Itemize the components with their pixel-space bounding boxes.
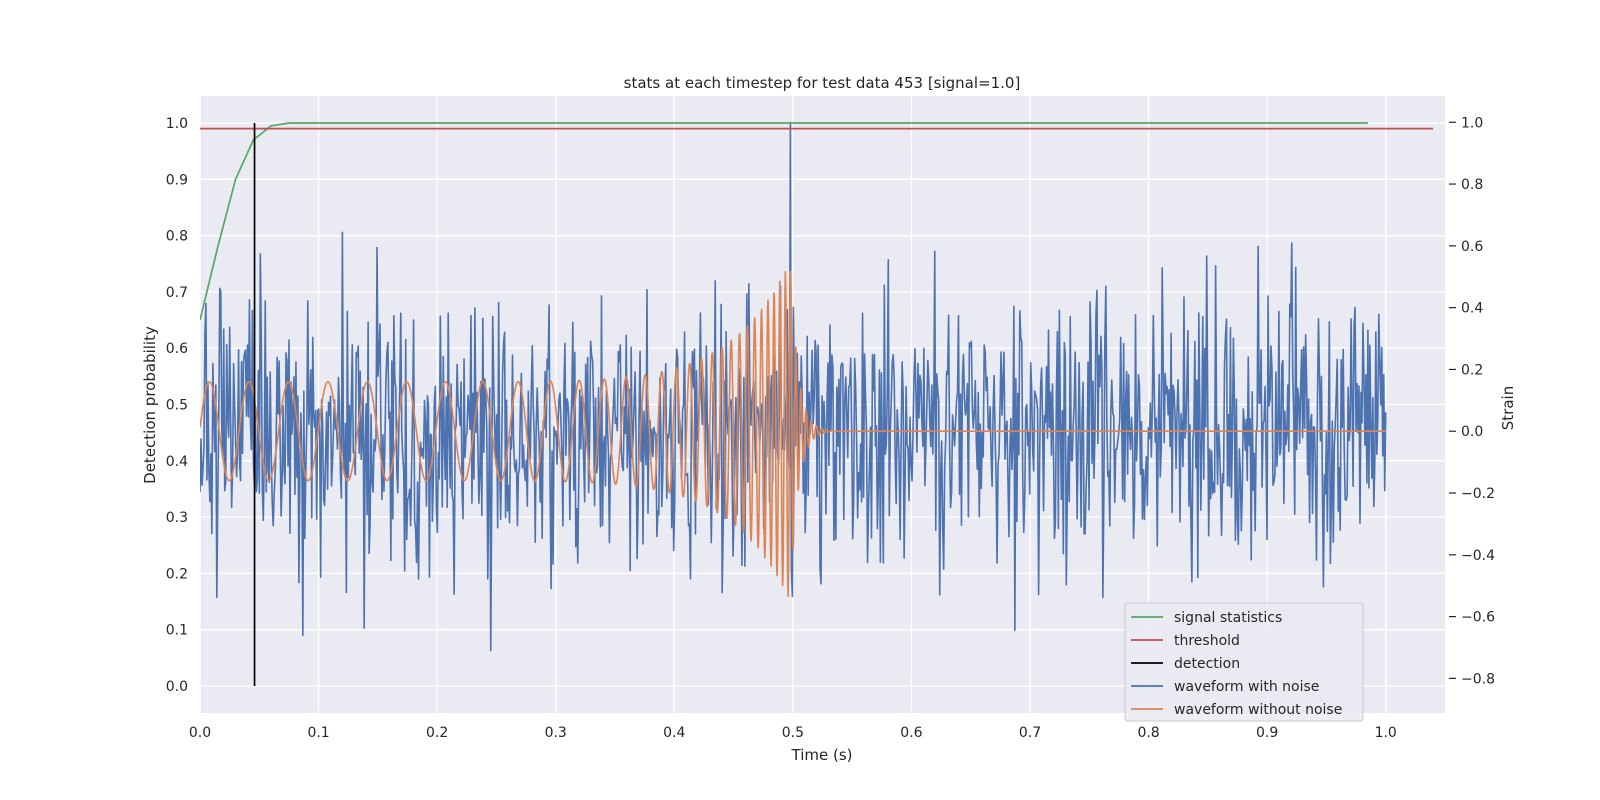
y-right-tick-label: −0.6 bbox=[1461, 610, 1495, 626]
x-tick-label: 0.8 bbox=[1137, 725, 1159, 741]
y-left-tick-label: 0.3 bbox=[166, 510, 188, 526]
y-right-tick-label: 0.6 bbox=[1461, 239, 1483, 255]
y-right-tick-label: −0.8 bbox=[1461, 671, 1495, 687]
x-axis: 0.0 0.1 0.2 0.3 0.4 0.5 0.6 0.7 0.8 0.9 1.0 bbox=[189, 725, 1397, 741]
y-right-tick-label: 0.2 bbox=[1461, 362, 1483, 378]
y-axis-right-label: Strain bbox=[1499, 386, 1517, 430]
series-line-signal-statistics bbox=[200, 122, 1368, 321]
y-right-tick-label: 0.0 bbox=[1461, 424, 1483, 440]
y-left-tick-label: 0.1 bbox=[166, 623, 188, 639]
y-left-tick-label: 1.0 bbox=[166, 116, 188, 132]
series-layer bbox=[200, 121, 1434, 686]
x-tick-label: 0.0 bbox=[189, 725, 211, 741]
x-tick-label: 1.0 bbox=[1375, 725, 1397, 741]
y-left-tick-label: 0.5 bbox=[166, 398, 188, 414]
legend-box bbox=[1124, 602, 1364, 722]
x-tick-label: 0.5 bbox=[782, 725, 804, 741]
y-axis-right: −0.8 −0.6 −0.4 −0.2 0.0 0.2 0.4 0.6 0.8 1.0 bbox=[1449, 115, 1495, 687]
y-axis-left-label: Detection probability bbox=[141, 326, 159, 484]
y-right-tick-label: 0.8 bbox=[1461, 177, 1483, 193]
x-tick-label: 0.4 bbox=[663, 725, 685, 741]
x-axis-label: Time (s) bbox=[791, 746, 853, 764]
x-tick-label: 0.2 bbox=[426, 725, 448, 741]
legend-label-signal-statistics: signal statistics bbox=[1174, 610, 1282, 626]
y-left-tick-label: 0.7 bbox=[166, 285, 188, 301]
x-tick-label: 0.6 bbox=[900, 725, 922, 741]
legend-label-threshold: threshold bbox=[1174, 633, 1240, 649]
y-right-tick-label: −0.4 bbox=[1461, 548, 1495, 564]
legend-label-waveform-without-noise: waveform without noise bbox=[1174, 702, 1342, 718]
legend-label-waveform-with-noise: waveform with noise bbox=[1174, 679, 1319, 695]
y-right-tick-label: 1.0 bbox=[1461, 115, 1483, 131]
legend-label-detection: detection bbox=[1174, 656, 1240, 672]
series-line-waveform-without-noise bbox=[200, 270, 1387, 598]
chart-title: stats at each timestep for test data 453… bbox=[624, 74, 1021, 92]
y-axis-left: 0.0 0.1 0.2 0.3 0.4 0.5 0.6 0.7 0.8 0.9 1.0 bbox=[166, 116, 188, 695]
y-left-tick-label: 0.0 bbox=[166, 679, 188, 695]
y-right-tick-label: 0.4 bbox=[1461, 301, 1483, 317]
y-left-tick-label: 0.8 bbox=[166, 229, 188, 245]
y-left-tick-label: 0.2 bbox=[166, 566, 188, 582]
y-left-tick-label: 0.9 bbox=[166, 172, 188, 188]
y-left-tick-label: 0.6 bbox=[166, 341, 188, 357]
x-tick-label: 0.1 bbox=[307, 725, 329, 741]
y-right-tick-label: −0.2 bbox=[1461, 486, 1495, 502]
x-tick-label: 0.9 bbox=[1256, 725, 1278, 741]
y-left-tick-label: 0.4 bbox=[166, 454, 188, 470]
x-tick-label: 0.3 bbox=[545, 725, 567, 741]
x-tick-label: 0.7 bbox=[1019, 725, 1041, 741]
legend: signal statistics threshold detection wavef… bbox=[1124, 602, 1364, 722]
